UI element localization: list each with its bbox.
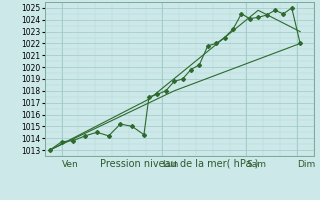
Text: Sam: Sam — [246, 160, 267, 169]
Text: Lun: Lun — [163, 160, 179, 169]
X-axis label: Pression niveau de la mer( hPa ): Pression niveau de la mer( hPa ) — [100, 159, 258, 169]
Text: Dim: Dim — [297, 160, 315, 169]
Text: Ven: Ven — [62, 160, 78, 169]
